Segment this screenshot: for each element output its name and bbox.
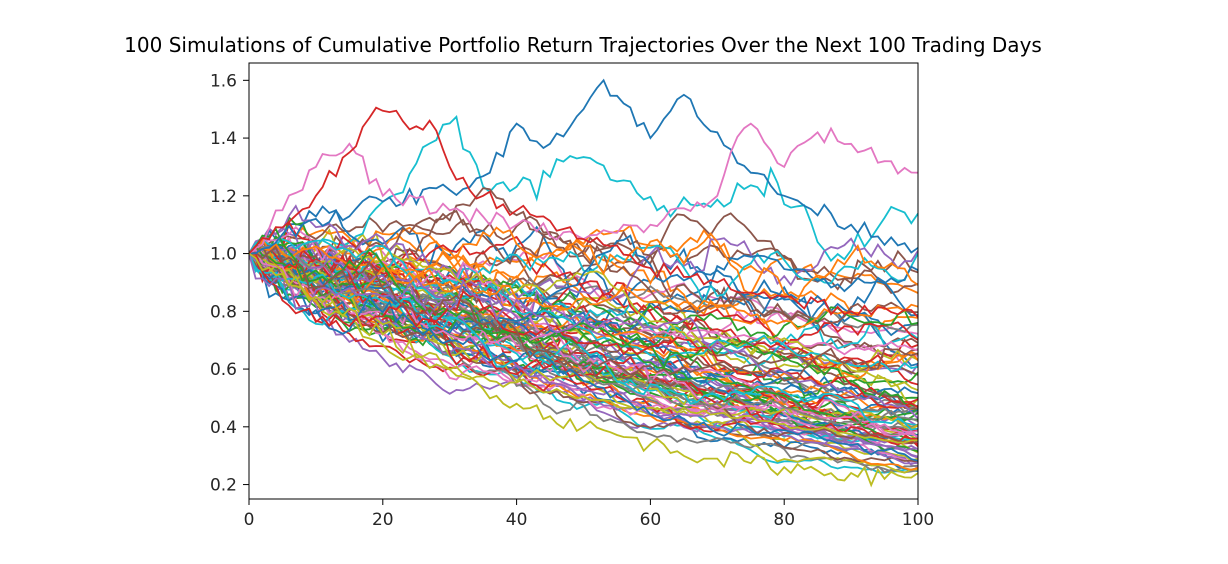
simulation-line (249, 252, 918, 444)
simulation-line (249, 115, 918, 263)
simulation-line (249, 253, 918, 419)
simulation-line (249, 252, 918, 409)
plot-frame (248, 62, 919, 500)
simulation-line (249, 187, 918, 350)
x-tick-label: 60 (640, 510, 662, 530)
y-tick-label: 1.2 (210, 187, 237, 207)
simulation-line (249, 244, 918, 426)
x-axis: 0 20 40 60 80 100 (244, 499, 934, 530)
simulation-line (249, 253, 918, 356)
y-tick-label: 0.8 (210, 302, 237, 322)
x-tick-label: 0 (244, 510, 255, 530)
simulation-line (249, 220, 918, 386)
simulation-line (249, 246, 918, 382)
simulation-line (249, 252, 918, 462)
y-tick-label: 1.4 (210, 129, 237, 149)
x-tick-label: 20 (372, 510, 394, 530)
simulation-line (249, 253, 918, 420)
y-axis: 0.2 0.4 0.6 0.8 1.0 1.2 1.4 1.6 (210, 71, 249, 496)
y-tick-label: 0.2 (210, 476, 237, 496)
simulation-line (249, 252, 918, 488)
simulation-line (249, 253, 918, 350)
simulation-line (249, 106, 918, 318)
x-tick-label: 80 (773, 510, 795, 530)
simulation-line (249, 238, 918, 373)
simulation-line (249, 247, 918, 392)
simulation-line (249, 248, 918, 438)
simulation-line (249, 78, 918, 255)
simulation-lines (249, 78, 918, 488)
y-tick-label: 0.4 (210, 418, 237, 438)
simulation-line (249, 251, 918, 465)
x-tick-label: 100 (902, 510, 934, 530)
y-tick-label: 0.6 (210, 360, 237, 380)
chart-title: 100 Simulations of Cumulative Portfolio … (124, 33, 1042, 57)
simulation-line (249, 242, 918, 331)
x-tick-label: 40 (506, 510, 528, 530)
y-tick-label: 1.0 (210, 245, 237, 265)
y-tick-label: 1.6 (210, 71, 237, 91)
